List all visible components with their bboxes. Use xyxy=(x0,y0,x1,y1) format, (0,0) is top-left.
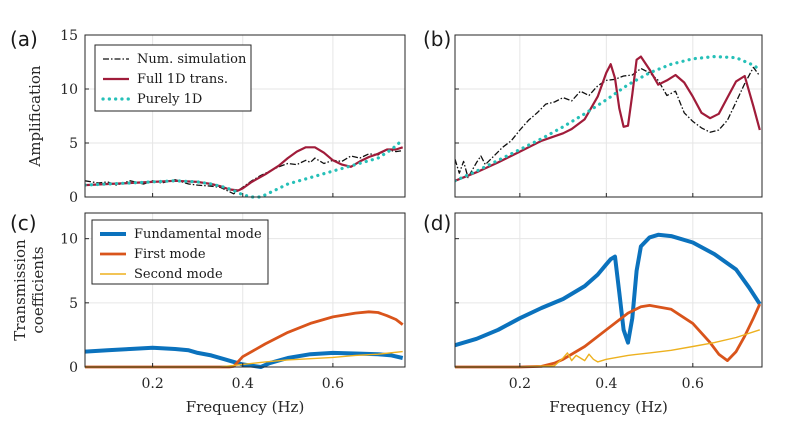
axes-frame xyxy=(84,34,406,198)
series-line-fundamental-mode xyxy=(455,232,762,348)
x-tick-label: 0.2 xyxy=(141,376,163,392)
y-axis-label-line: coefficients xyxy=(29,246,47,333)
legend-label: Second mode xyxy=(134,267,223,282)
series-group xyxy=(85,310,404,369)
panel-label: (b) xyxy=(423,27,451,51)
legend-label: Purely 1D xyxy=(137,92,202,107)
series-line-purely-1d xyxy=(455,55,762,183)
legend-label: Fundamental mode xyxy=(134,227,262,242)
legend-label: Num. simulation xyxy=(137,52,247,67)
panel-c: (c) 0 5 10 0.2 0.4 0.6 Frequency (Hz) Transmissi… xyxy=(10,211,406,416)
x-tick-label: 0.4 xyxy=(595,376,617,392)
y-tick-label: 10 xyxy=(60,232,78,248)
series-line-num-simulation xyxy=(455,66,761,179)
panel-a: (a) 0 5 10 15 Amplification xyxy=(10,27,406,206)
legend-label: First mode xyxy=(134,247,206,262)
x-tick-label: 0.6 xyxy=(682,376,704,392)
x-tick-label: 0.4 xyxy=(232,376,254,392)
panel-label: (a) xyxy=(10,27,38,51)
axes-frame xyxy=(84,212,406,368)
panel-label: (d) xyxy=(423,211,451,235)
series-line-full-1d-trans xyxy=(455,55,761,182)
y-axis-label: Transmissioncoefficients xyxy=(11,239,47,341)
y-tick-label: 5 xyxy=(69,296,78,312)
y-tick-label: 0 xyxy=(69,360,78,376)
panel-b: (b) xyxy=(423,27,763,198)
series-group xyxy=(85,138,405,199)
axes-frame xyxy=(454,34,763,198)
y-axis-label-line: Amplification xyxy=(26,65,44,167)
series-group xyxy=(455,55,762,183)
y-tick-label: 5 xyxy=(69,136,78,152)
legend-amplification: Num. simulation Full 1D trans. Purely 1D xyxy=(94,44,252,112)
series-line-first-mode xyxy=(85,310,404,369)
series-line-num-simulation xyxy=(85,148,403,195)
legend-transmission: Fundamental mode First mode Second mode xyxy=(91,219,269,285)
y-axis-label-line: Transmission xyxy=(11,239,29,341)
series-line-second-mode xyxy=(455,329,761,368)
x-axis-label: Frequency (Hz) xyxy=(549,398,668,416)
panel-d: (d) 0.2 0.4 0.6 Frequency (Hz) xyxy=(423,211,763,416)
series-line-first-mode xyxy=(455,303,762,369)
y-axis-label: Amplification xyxy=(26,65,44,167)
y-tick-label: 15 xyxy=(60,28,78,44)
x-tick-label: 0.6 xyxy=(322,376,344,392)
x-axis-label: Frequency (Hz) xyxy=(186,398,305,416)
series-group xyxy=(455,232,762,369)
legend-label: Full 1D trans. xyxy=(137,72,228,87)
panel-label: (c) xyxy=(10,211,37,235)
y-tick-label: 10 xyxy=(60,82,78,98)
y-tick-label: 0 xyxy=(69,190,78,206)
axes-frame xyxy=(454,212,763,368)
series-line-full-1d-trans xyxy=(85,146,404,192)
x-tick-label: 0.2 xyxy=(509,376,531,392)
